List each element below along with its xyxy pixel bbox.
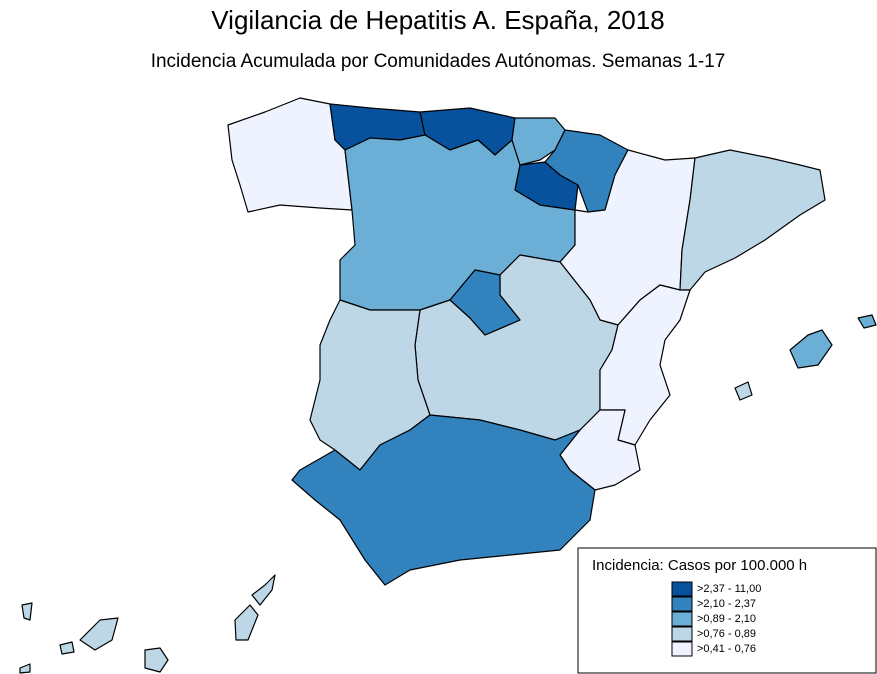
legend-label: >0,41 - 0,76 <box>697 643 756 655</box>
legend-swatch <box>671 626 693 642</box>
region <box>59 641 75 655</box>
region <box>789 329 833 369</box>
legend-label: >2,37 - 11,00 <box>697 583 761 595</box>
region <box>734 381 753 401</box>
legend-swatch <box>671 596 693 612</box>
region <box>21 602 33 621</box>
legend-label: >0,76 - 0,89 <box>697 628 756 640</box>
region <box>144 647 169 673</box>
region <box>234 604 259 641</box>
region <box>291 414 596 586</box>
legend-swatch <box>671 641 693 657</box>
title: Vigilancia de Hepatitis A. España, 2018 <box>211 5 664 35</box>
regions <box>19 97 877 674</box>
region <box>19 663 31 674</box>
region <box>679 149 826 291</box>
region <box>857 314 877 329</box>
legend-title: Incidencia: Casos por 100.000 h <box>592 557 807 574</box>
legend-swatch <box>671 611 693 627</box>
legend-swatch <box>671 581 693 597</box>
region <box>251 574 276 606</box>
legend-label: >2,10 - 2,37 <box>697 598 756 610</box>
subtitle: Incidencia Acumulada por Comunidades Aut… <box>151 51 726 72</box>
legend-box <box>577 547 877 674</box>
region <box>449 269 521 336</box>
region <box>79 617 119 651</box>
legend-label: >0,89 - 2,10 <box>697 613 756 625</box>
region <box>511 117 566 166</box>
legend: Incidencia: Casos por 100.000 h >2,37 - … <box>577 547 877 674</box>
legend-items: >2,37 - 11,00 >2,10 - 2,37 >0,89 - 2,10 >0,… <box>671 581 761 657</box>
